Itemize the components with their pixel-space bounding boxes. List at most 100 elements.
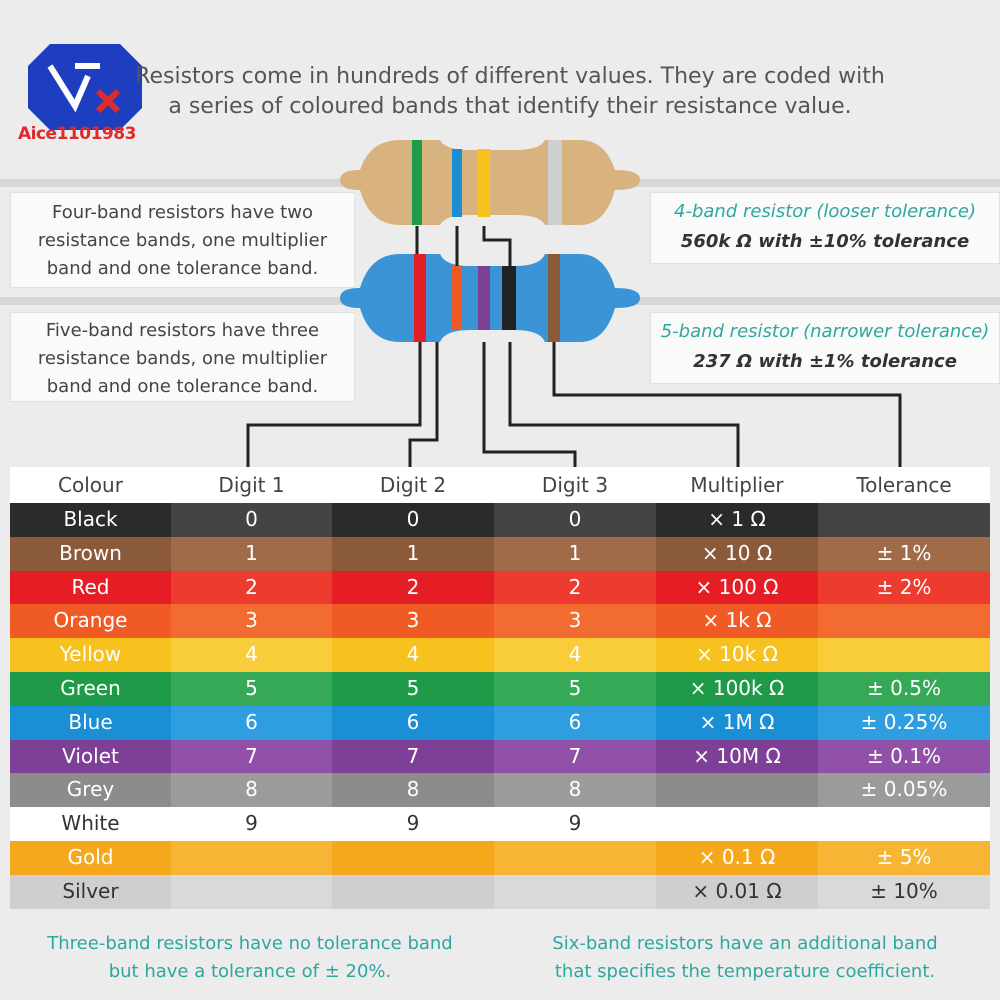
cell-digit-2: 4 bbox=[332, 638, 494, 672]
cell-multiplier: × 10M Ω bbox=[656, 739, 818, 774]
cell-multiplier bbox=[656, 807, 818, 841]
leader-line bbox=[246, 342, 422, 467]
brand-logo bbox=[28, 44, 142, 130]
four-band-desc-line: Four-band resistors have two bbox=[52, 202, 313, 223]
table-row: Green 5 5 5 × 100k Ω ± 0.5% bbox=[10, 671, 990, 706]
cell-multiplier: × 100 Ω bbox=[656, 570, 818, 605]
band-brown bbox=[548, 254, 560, 342]
cell-digit-1 bbox=[171, 840, 332, 875]
cell-digit-2 bbox=[332, 840, 494, 875]
cell-digit-3: 8 bbox=[494, 773, 656, 808]
cell-digit-1: 1 bbox=[171, 536, 332, 571]
cell-multiplier: × 10k Ω bbox=[656, 638, 818, 672]
cell-tolerance: ± 0.1% bbox=[818, 739, 990, 774]
cell-colour: White bbox=[10, 807, 171, 841]
cell-colour: Grey bbox=[10, 773, 171, 808]
leader-line bbox=[482, 226, 512, 266]
cell-digit-3 bbox=[494, 874, 656, 909]
leader-line bbox=[482, 342, 577, 467]
cell-digit-2: 6 bbox=[332, 705, 494, 740]
band-blue bbox=[452, 149, 462, 217]
table-row: Orange 3 3 3 × 1k Ω bbox=[10, 604, 990, 639]
six-band-note-line: Six-band resistors have an additional ba… bbox=[552, 933, 938, 954]
five-band-description: Five-band resistors have three resistanc… bbox=[10, 312, 355, 402]
resistor-diagram bbox=[246, 140, 902, 467]
band-red bbox=[414, 254, 426, 342]
band-green bbox=[412, 140, 422, 225]
cell-digit-1 bbox=[171, 874, 332, 909]
cell-tolerance: ± 10% bbox=[818, 874, 990, 909]
cell-digit-3: 1 bbox=[494, 536, 656, 571]
cell-colour: Gold bbox=[10, 840, 171, 875]
table-header: Colour Digit 1 Digit 2 Digit 3 Multiplie… bbox=[10, 467, 990, 503]
cell-digit-1: 6 bbox=[171, 705, 332, 740]
five-band-desc-line: Five-band resistors have three bbox=[45, 320, 320, 341]
header-multiplier: Multiplier bbox=[690, 473, 784, 497]
intro-line-2: a series of coloured bands that identify… bbox=[168, 94, 852, 119]
cell-digit-2 bbox=[332, 874, 494, 909]
cell-tolerance bbox=[818, 638, 990, 672]
cell-colour: Blue bbox=[10, 705, 171, 740]
table-row: Black 0 0 0 × 1 Ω bbox=[10, 503, 990, 537]
cell-tolerance: ± 1% bbox=[818, 536, 990, 571]
cell-tolerance: ± 0.5% bbox=[818, 671, 990, 706]
cell-tolerance: ± 5% bbox=[818, 840, 990, 875]
four-band-desc-line: resistance bands, one multiplier bbox=[37, 230, 328, 251]
cell-digit-3: 5 bbox=[494, 671, 656, 706]
cell-digit-2: 5 bbox=[332, 671, 494, 706]
cell-multiplier: × 1k Ω bbox=[656, 604, 818, 639]
intro-text: Resistors come in hundreds of different … bbox=[120, 62, 900, 122]
cell-digit-3: 9 bbox=[494, 807, 656, 841]
table-row: Gold × 0.1 Ω ± 5% bbox=[10, 840, 990, 875]
table-row: Violet 7 7 7 × 10M Ω ± 0.1% bbox=[10, 739, 990, 774]
cell-tolerance: ± 0.05% bbox=[818, 773, 990, 808]
cell-digit-2: 1 bbox=[332, 536, 494, 571]
table-row: Blue 6 6 6 × 1M Ω ± 0.25% bbox=[10, 705, 990, 740]
table-row: White 9 9 9 bbox=[10, 807, 990, 841]
four-band-desc-line: band and one tolerance band. bbox=[46, 258, 319, 279]
leader-line bbox=[508, 342, 740, 467]
three-band-note-line: Three-band resistors have no tolerance b… bbox=[47, 933, 453, 954]
cell-digit-1: 0 bbox=[171, 503, 332, 537]
band-yellow bbox=[478, 149, 490, 217]
table-row: Yellow 4 4 4 × 10k Ω bbox=[10, 638, 990, 672]
cell-multiplier: × 0.01 Ω bbox=[656, 874, 818, 909]
logo-text: Aice1101983 bbox=[18, 124, 136, 144]
cell-multiplier: × 1 Ω bbox=[656, 503, 818, 537]
header-tolerance: Tolerance bbox=[856, 473, 952, 497]
cell-digit-1: 4 bbox=[171, 638, 332, 672]
four-band-description: Four-band resistors have two resistance … bbox=[10, 192, 355, 288]
five-band-value: 237 Ω with ±1% tolerance bbox=[693, 351, 957, 372]
header-digit-1: Digit 1 bbox=[218, 473, 285, 497]
cell-digit-3: 7 bbox=[494, 739, 656, 774]
four-band-value: 560k Ω with ±10% tolerance bbox=[680, 231, 970, 252]
cell-digit-3 bbox=[494, 840, 656, 875]
table-row: Red 2 2 2 × 100 Ω ± 2% bbox=[10, 570, 990, 605]
cell-digit-3: 2 bbox=[494, 570, 656, 605]
cell-tolerance bbox=[818, 604, 990, 639]
three-band-note-line: but have a tolerance of ± 20%. bbox=[108, 961, 392, 982]
table-row: Silver × 0.01 Ω ± 10% bbox=[10, 874, 990, 909]
six-band-note: Six-band resistors have an additional ba… bbox=[500, 930, 990, 986]
band-violet bbox=[478, 266, 490, 330]
cell-colour: Red bbox=[10, 570, 171, 605]
cell-colour: Orange bbox=[10, 604, 171, 639]
leader-line bbox=[408, 342, 439, 467]
cell-multiplier: × 0.1 Ω bbox=[656, 840, 818, 875]
cell-colour: Brown bbox=[10, 536, 171, 571]
cell-tolerance bbox=[818, 807, 990, 841]
cell-digit-2: 0 bbox=[332, 503, 494, 537]
cell-multiplier: × 100k Ω bbox=[656, 671, 818, 706]
four-band-label: 4-band resistor (looser tolerance) 560k … bbox=[650, 192, 1000, 264]
cell-digit-3: 3 bbox=[494, 604, 656, 639]
leader-line bbox=[552, 342, 902, 467]
cell-digit-3: 4 bbox=[494, 638, 656, 672]
cell-colour: Green bbox=[10, 671, 171, 706]
cell-colour: Yellow bbox=[10, 638, 171, 672]
three-band-note: Three-band resistors have no tolerance b… bbox=[10, 930, 490, 986]
cell-digit-2: 8 bbox=[332, 773, 494, 808]
cell-digit-2: 3 bbox=[332, 604, 494, 639]
header-digit-2: Digit 2 bbox=[379, 473, 447, 497]
cell-tolerance bbox=[818, 503, 990, 537]
table-row: Brown 1 1 1 × 10 Ω ± 1% bbox=[10, 536, 990, 571]
